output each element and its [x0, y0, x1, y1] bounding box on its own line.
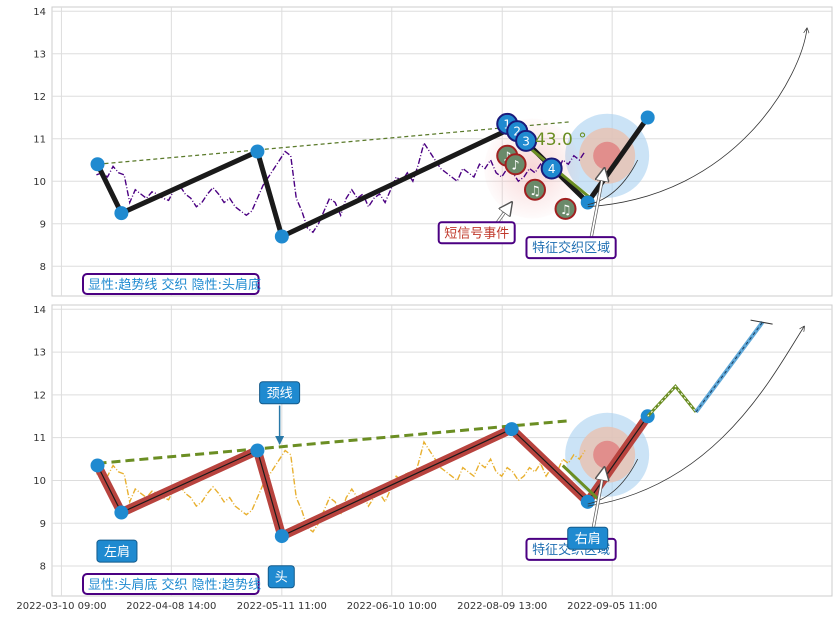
x-tick-label: 2022-05-11 11:00	[237, 601, 327, 612]
x-tick-label: 2022-06-10 10:00	[347, 601, 437, 612]
pattern-label-box	[96, 539, 138, 563]
pivot-point	[640, 110, 655, 125]
price-series-line	[96, 440, 586, 533]
signal-marker	[540, 157, 563, 180]
pattern-label: 右肩	[575, 531, 601, 547]
y-tick-label: 12	[33, 390, 46, 401]
signal-marker-label: 3	[522, 134, 530, 148]
y-tick-label: 11	[33, 134, 46, 145]
pivot-point	[250, 144, 265, 159]
note-marker	[554, 197, 577, 220]
projection-arrow	[587, 28, 807, 208]
pattern-label-box	[259, 381, 301, 405]
trendline	[97, 121, 572, 165]
annotation-text: 短信号事件	[444, 226, 509, 241]
annotation-box	[437, 221, 516, 245]
pivot-point	[580, 494, 595, 509]
zone-inner-circle	[593, 141, 622, 170]
y-tick-label: 9	[40, 219, 46, 230]
caption-box	[82, 573, 260, 595]
plot-frame	[51, 6, 833, 297]
y-tick-label: 13	[33, 49, 46, 60]
annotation-arrow	[590, 169, 604, 239]
y-tick-label: 10	[33, 476, 46, 487]
zone-curve	[587, 458, 639, 505]
projection-arrow	[587, 326, 805, 507]
pattern-label-box	[267, 565, 295, 589]
pivot-point	[114, 505, 129, 520]
signal-marker	[515, 129, 538, 152]
projection-cap	[750, 319, 773, 325]
pivot-point	[114, 206, 129, 221]
y-tick-label: 8	[40, 562, 46, 573]
caption-text: 显性:趋势线 交织 隐性:头肩底	[88, 277, 261, 293]
y-tick-label: 9	[40, 519, 46, 530]
green-segment	[561, 464, 600, 501]
y-tick-label: 10	[33, 177, 46, 188]
note-marker-symbol: ♪	[511, 158, 519, 173]
pattern-label-box	[567, 526, 609, 550]
y-tick-label: 8	[40, 262, 46, 273]
zone-curve	[587, 159, 639, 206]
pattern-label: 头	[275, 571, 288, 586]
annotation-arrow	[495, 203, 512, 224]
x-tick-label: 2022-04-08 14:00	[126, 601, 216, 612]
note-marker-symbol: ♫	[560, 203, 572, 218]
projection-path-green-dots	[647, 385, 697, 417]
note-marker	[523, 178, 546, 201]
y-tick-label: 12	[33, 92, 46, 103]
pattern-label: 颈线	[267, 387, 293, 402]
y-tick-label: 14	[33, 305, 46, 316]
y-tick-label: 14	[33, 7, 46, 18]
projection-path-blue-dash	[695, 321, 764, 413]
note-marker-symbol: ♫	[529, 184, 541, 199]
x-tick-label: 2022-03-10 09:00	[16, 601, 106, 612]
annotation-text: 特征交织区域	[532, 240, 610, 256]
signal-marker-label: 4	[548, 162, 556, 176]
caption-text: 显性:头肩底 交织 隐性:趋势线	[88, 577, 261, 593]
pivot-point	[274, 529, 289, 544]
neckline	[97, 419, 572, 465]
pattern-label: 左肩	[104, 544, 130, 560]
x-axis: 2022-03-10 09:00 2022-04-08 14:00 2022-05-…	[16, 601, 657, 612]
signal-marker-label: 2	[513, 125, 521, 139]
note-marker	[504, 153, 527, 176]
pivot-point	[90, 157, 105, 172]
pivot-point	[250, 443, 265, 458]
pivot-point	[90, 458, 105, 473]
y-tick-label: 13	[33, 348, 46, 359]
signal-glow	[484, 118, 581, 219]
angle-label: 43.0 °	[535, 130, 587, 150]
price-series-line	[96, 141, 586, 234]
pivot-point	[504, 422, 519, 437]
x-tick-label: 2022-08-09 13:00	[457, 601, 547, 612]
caption-box	[82, 273, 260, 295]
pivot-point	[580, 195, 595, 210]
annotation-box	[525, 236, 617, 260]
pivot-point	[274, 229, 289, 244]
x-tick-label: 2022-09-05 11:00	[567, 601, 657, 612]
y-tick-label: 11	[33, 433, 46, 444]
plot-frame	[51, 304, 833, 597]
signal-marker-label: 1	[503, 117, 511, 131]
